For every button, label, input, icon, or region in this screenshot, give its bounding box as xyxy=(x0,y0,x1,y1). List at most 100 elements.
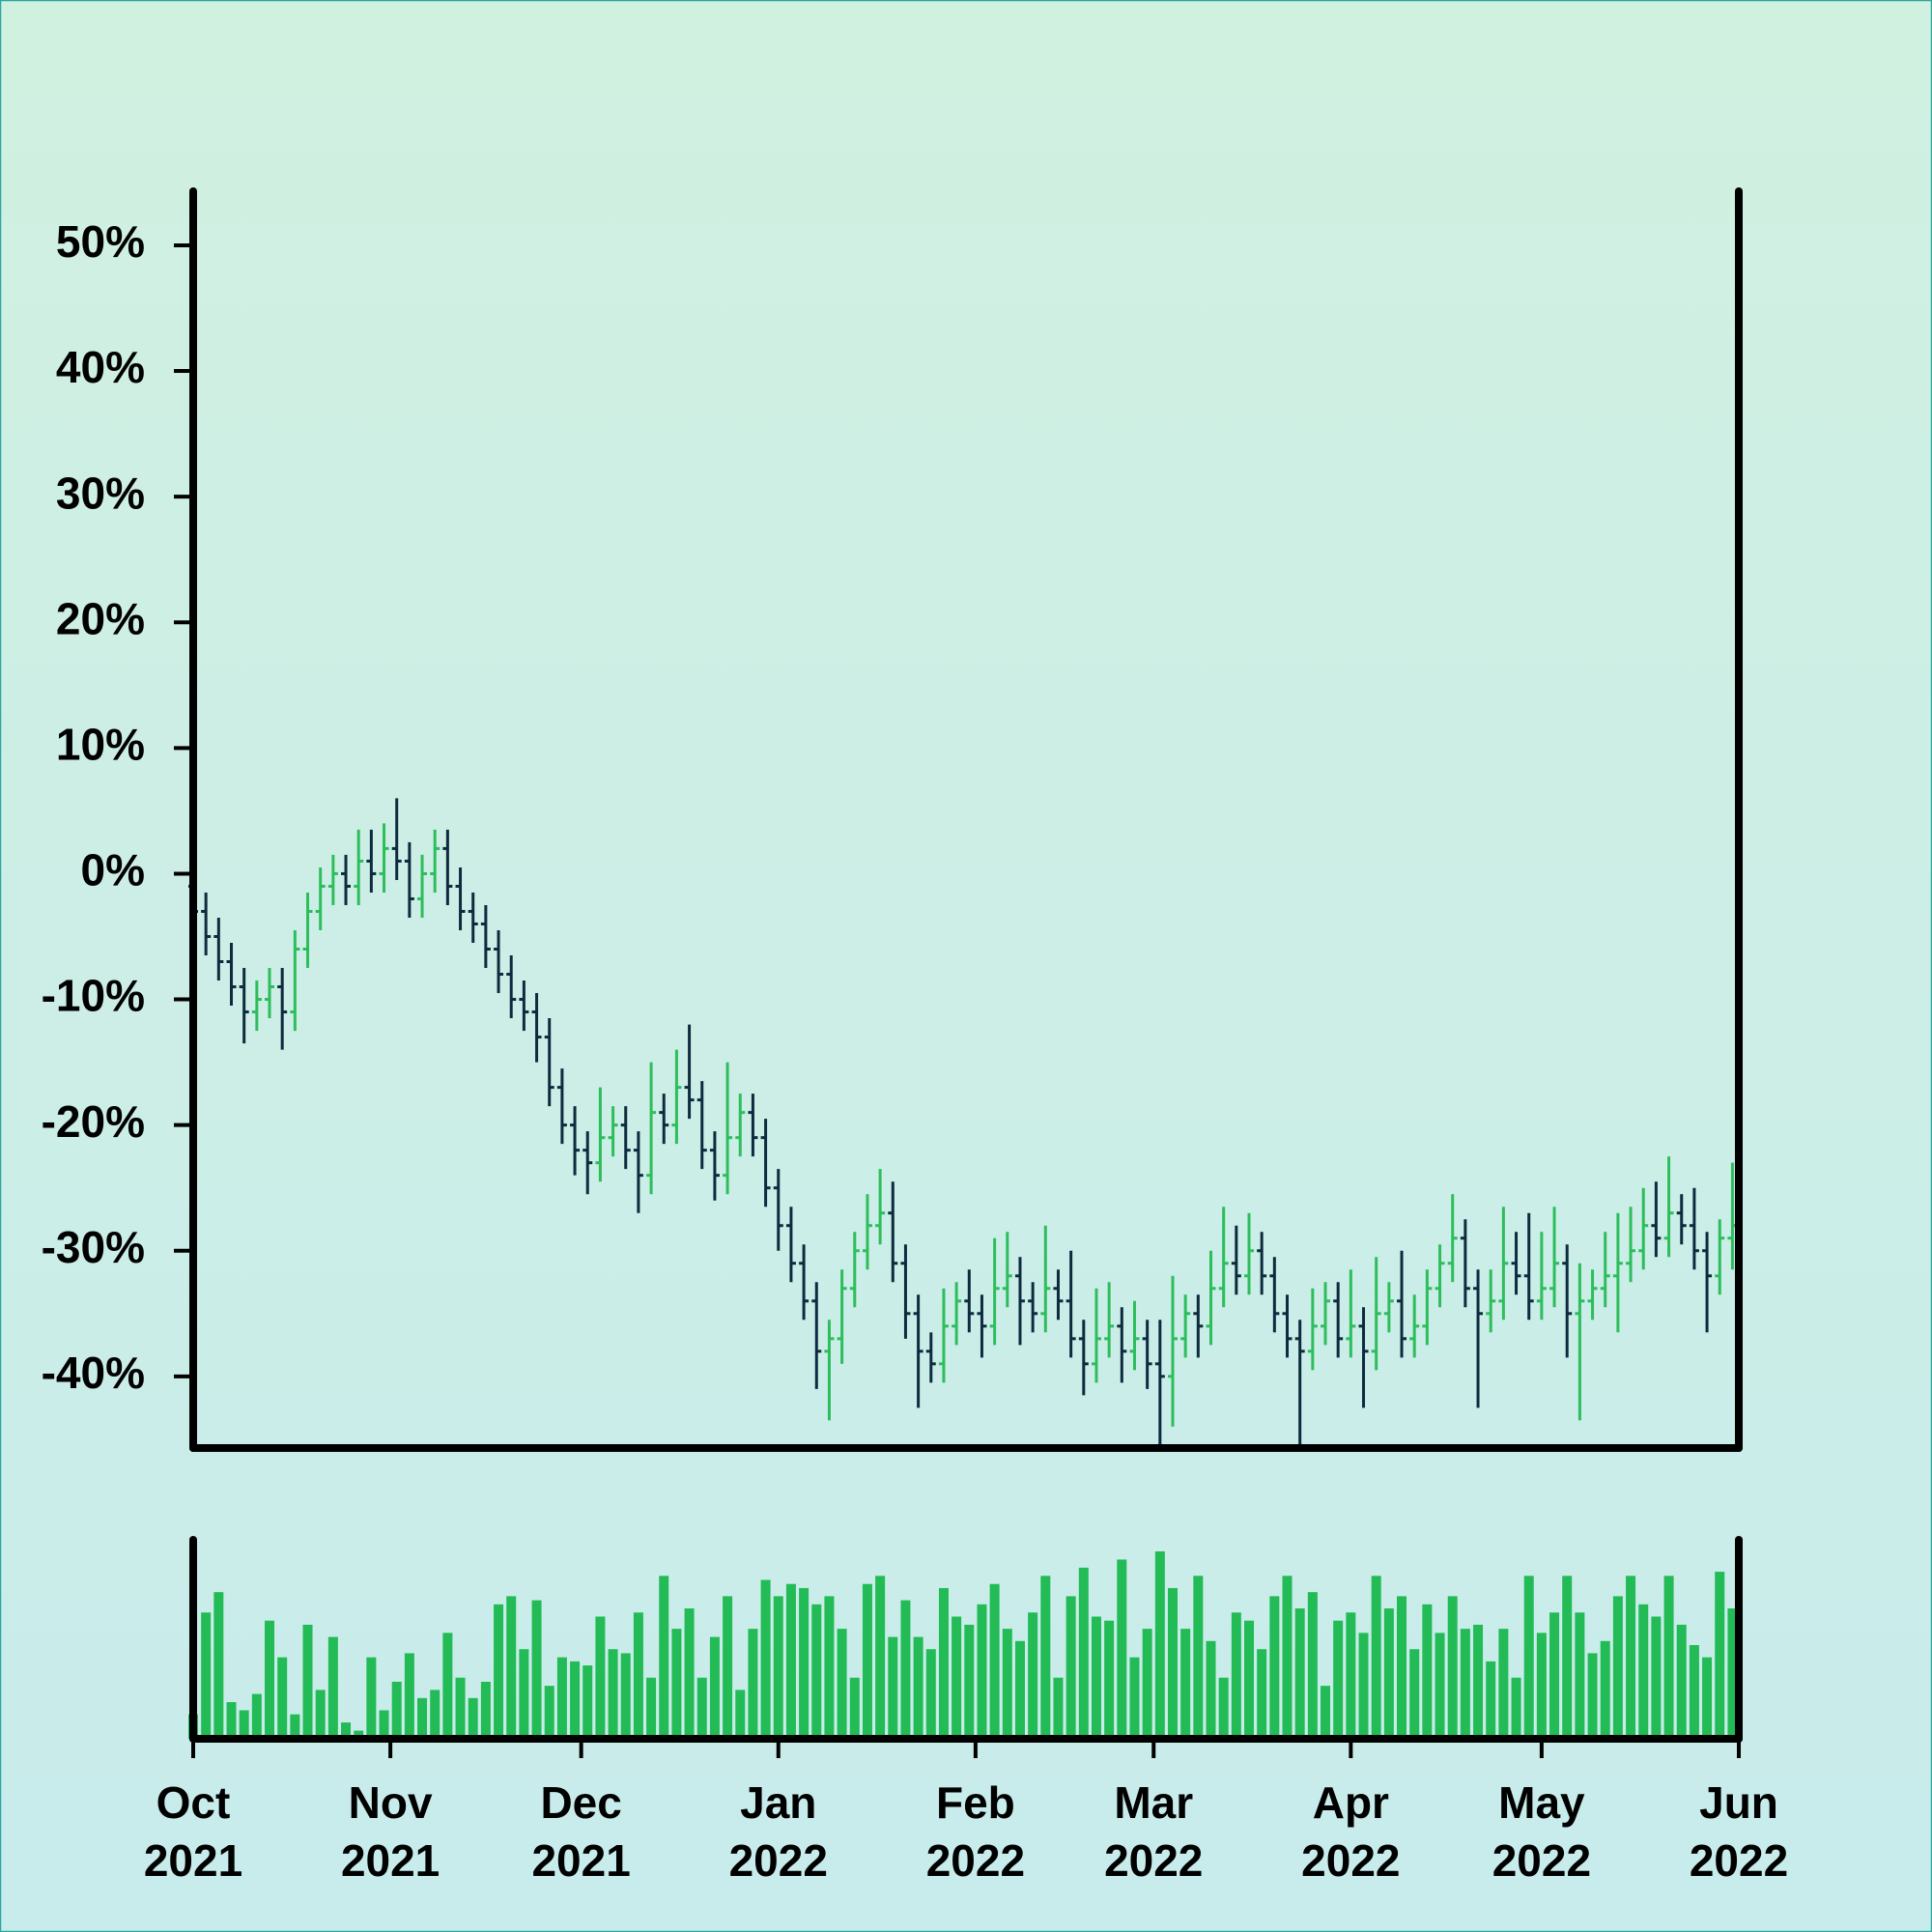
volume-bar xyxy=(226,1702,237,1739)
volume-bar xyxy=(1523,1576,1534,1739)
y-tick-label: -10% xyxy=(42,971,145,1021)
volume-bar xyxy=(1435,1633,1445,1739)
volume-bar xyxy=(735,1690,746,1739)
volume-bar xyxy=(1498,1629,1509,1739)
volume-bar xyxy=(1053,1677,1064,1739)
volume-bar xyxy=(239,1710,249,1739)
volume-bar xyxy=(430,1690,440,1739)
volume-bar xyxy=(977,1604,987,1739)
volume-bar xyxy=(760,1579,771,1739)
volume-bar xyxy=(1536,1633,1547,1739)
y-tick-label: -30% xyxy=(42,1222,145,1272)
volume-bar xyxy=(671,1629,682,1739)
volume-bar xyxy=(1307,1592,1318,1739)
volume-bar xyxy=(455,1677,466,1739)
volume-bar xyxy=(849,1677,860,1739)
volume-bar xyxy=(900,1600,911,1739)
volume-bar xyxy=(290,1714,300,1739)
y-tick-label: 50% xyxy=(56,216,145,267)
volume-bar xyxy=(1612,1596,1623,1739)
y-tick-label: 10% xyxy=(56,719,145,769)
volume-bar xyxy=(862,1583,872,1739)
volume-bar xyxy=(366,1657,377,1739)
x-tick-label-line: 2021 xyxy=(531,1835,630,1886)
volume-bar xyxy=(1180,1629,1191,1739)
volume-bar xyxy=(1575,1612,1585,1739)
volume-bar xyxy=(391,1681,402,1739)
volume-bar xyxy=(1014,1640,1025,1739)
volume-bar xyxy=(989,1583,1000,1739)
volume-bar xyxy=(1486,1661,1496,1739)
volume-bar xyxy=(1447,1596,1458,1739)
volume-bar xyxy=(1702,1657,1713,1739)
x-tick-label-line: Jan xyxy=(740,1777,816,1828)
volume-bar xyxy=(811,1604,822,1739)
volume-bar xyxy=(417,1697,428,1739)
volume-bar xyxy=(1346,1612,1356,1739)
x-tick-label-line: Mar xyxy=(1114,1777,1193,1828)
volume-bar xyxy=(925,1649,936,1739)
volume-bar xyxy=(544,1686,554,1739)
x-tick-label-line: 2022 xyxy=(1690,1835,1788,1886)
volume-bar xyxy=(952,1616,962,1739)
volume-bar xyxy=(1651,1616,1662,1739)
volume-bar xyxy=(824,1596,835,1739)
volume-bar xyxy=(265,1620,275,1739)
y-tick-label: -20% xyxy=(42,1096,145,1147)
volume-bar xyxy=(1727,1608,1738,1739)
volume-bar xyxy=(799,1587,810,1739)
y-tick-label: 0% xyxy=(81,845,145,895)
x-tick-label-line: 2022 xyxy=(926,1835,1025,1886)
volume-bar xyxy=(1383,1608,1394,1739)
volume-bar xyxy=(620,1653,631,1739)
volume-bar xyxy=(785,1583,796,1739)
y-tick-label: 30% xyxy=(56,468,145,518)
volume-bar xyxy=(684,1608,695,1739)
x-tick-label: May 2022 xyxy=(1492,1777,1591,1886)
volume-bar xyxy=(1154,1551,1165,1739)
volume-bar xyxy=(341,1722,352,1739)
volume-bar xyxy=(1689,1645,1699,1739)
volume-bar xyxy=(1040,1576,1051,1739)
volume-bar xyxy=(1422,1604,1433,1739)
volume-bar xyxy=(519,1649,529,1739)
volume-bar xyxy=(837,1629,847,1739)
volume-bar xyxy=(404,1653,414,1739)
volume-bar xyxy=(1117,1559,1127,1739)
volume-bar xyxy=(1167,1587,1178,1739)
y-tick-label: 20% xyxy=(56,593,145,643)
volume-bar xyxy=(506,1596,517,1739)
volume-bar xyxy=(1562,1576,1573,1739)
volume-bar xyxy=(1078,1567,1089,1739)
volume-bar xyxy=(556,1657,567,1739)
volume-bar xyxy=(277,1657,288,1739)
volume-bar xyxy=(875,1576,886,1739)
x-tick-label-line: 2022 xyxy=(1492,1835,1591,1886)
volume-bar xyxy=(608,1649,618,1739)
volume-bar xyxy=(1358,1633,1369,1739)
volume-bar xyxy=(888,1636,898,1739)
volume-bar xyxy=(315,1690,326,1739)
volume-bar xyxy=(1511,1677,1521,1739)
volume-bar xyxy=(595,1616,606,1739)
volume-bar xyxy=(1231,1612,1241,1739)
x-tick-label: Jan 2022 xyxy=(729,1777,828,1886)
x-tick-label-line: Jun xyxy=(1699,1777,1778,1828)
volume-bar xyxy=(1676,1624,1687,1739)
volume-bar xyxy=(1663,1576,1674,1739)
volume-bar xyxy=(201,1612,212,1739)
x-tick-label-line: May xyxy=(1498,1777,1585,1828)
volume-bar xyxy=(302,1624,313,1739)
volume-bar xyxy=(1028,1612,1038,1739)
y-tick-label: 40% xyxy=(56,342,145,392)
volume-bar xyxy=(354,1730,364,1739)
volume-bar xyxy=(709,1636,720,1739)
volume-bar xyxy=(1397,1596,1407,1739)
volume-bar xyxy=(773,1596,783,1739)
volume-bar xyxy=(468,1697,478,1739)
volume-bar xyxy=(1600,1640,1610,1739)
volume-bar xyxy=(1549,1612,1560,1739)
volume-bar xyxy=(964,1624,975,1739)
